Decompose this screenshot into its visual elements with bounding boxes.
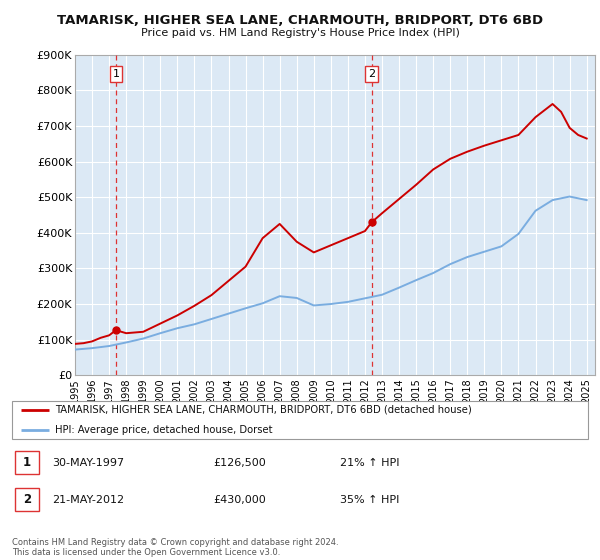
- Text: 1: 1: [112, 69, 119, 79]
- FancyBboxPatch shape: [15, 451, 39, 474]
- Text: TAMARISK, HIGHER SEA LANE, CHARMOUTH, BRIDPORT, DT6 6BD: TAMARISK, HIGHER SEA LANE, CHARMOUTH, BR…: [57, 14, 543, 27]
- Text: £430,000: £430,000: [214, 494, 266, 505]
- Text: 2: 2: [368, 69, 376, 79]
- Text: Price paid vs. HM Land Registry's House Price Index (HPI): Price paid vs. HM Land Registry's House …: [140, 28, 460, 38]
- Text: HPI: Average price, detached house, Dorset: HPI: Average price, detached house, Dors…: [55, 425, 272, 435]
- Text: £126,500: £126,500: [214, 458, 266, 468]
- Text: 1: 1: [23, 456, 31, 469]
- Text: 30-MAY-1997: 30-MAY-1997: [52, 458, 124, 468]
- Text: Contains HM Land Registry data © Crown copyright and database right 2024.
This d: Contains HM Land Registry data © Crown c…: [12, 538, 338, 557]
- Text: 35% ↑ HPI: 35% ↑ HPI: [340, 494, 400, 505]
- Text: 21% ↑ HPI: 21% ↑ HPI: [340, 458, 400, 468]
- FancyBboxPatch shape: [12, 400, 588, 440]
- Text: 2: 2: [23, 493, 31, 506]
- Text: TAMARISK, HIGHER SEA LANE, CHARMOUTH, BRIDPORT, DT6 6BD (detached house): TAMARISK, HIGHER SEA LANE, CHARMOUTH, BR…: [55, 405, 472, 415]
- FancyBboxPatch shape: [15, 488, 39, 511]
- Text: 21-MAY-2012: 21-MAY-2012: [52, 494, 124, 505]
